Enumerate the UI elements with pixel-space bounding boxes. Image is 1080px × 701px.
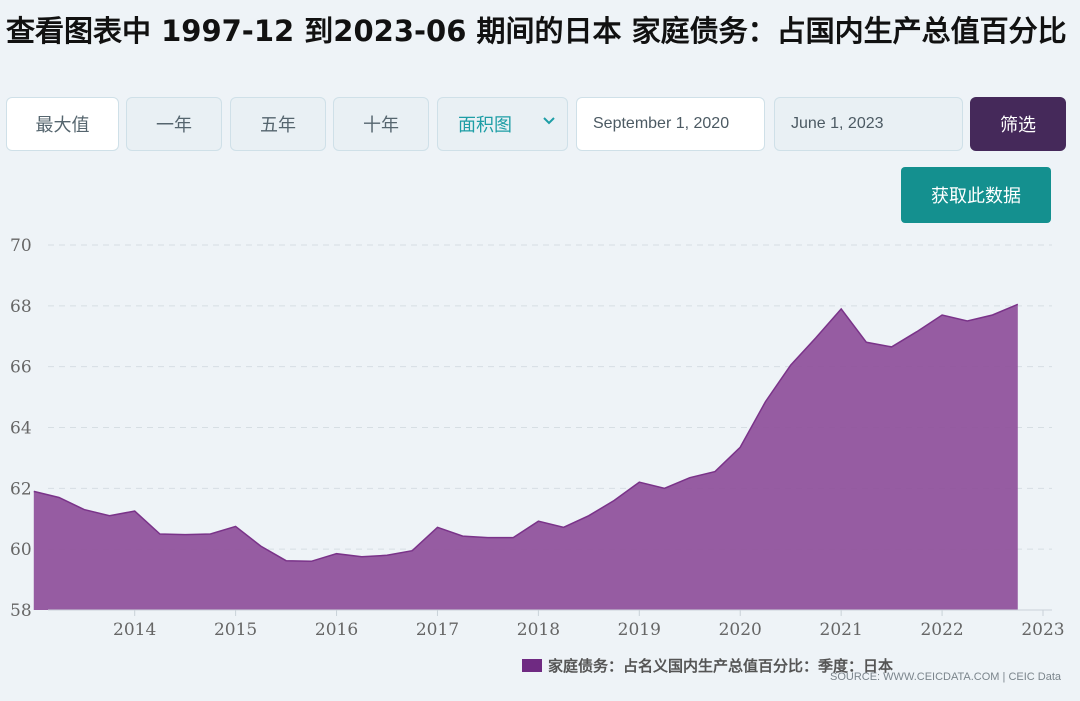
y-tick-label: 60 bbox=[10, 540, 32, 560]
y-tick-label: 70 bbox=[10, 236, 32, 256]
x-tick-label: 2017 bbox=[416, 620, 459, 640]
x-tick-label: 2018 bbox=[517, 620, 560, 640]
chart-type-select[interactable]: 面积图 bbox=[437, 97, 568, 151]
y-tick-label: 58 bbox=[10, 601, 32, 621]
range-max-button[interactable]: 最大值 bbox=[6, 97, 119, 151]
x-tick-label: 2020 bbox=[719, 620, 762, 640]
get-data-button[interactable]: 获取此数据 bbox=[901, 167, 1051, 223]
start-date-input[interactable]: September 1, 2020 bbox=[576, 97, 765, 151]
series-line bbox=[33, 303, 1019, 563]
x-tick-label: 2023 bbox=[1021, 620, 1064, 640]
legend-swatch bbox=[522, 659, 542, 672]
page-title: 查看图表中 1997-12 到2023-06 期间的日本 家庭债务：占国内生产总… bbox=[6, 14, 1067, 48]
x-tick-label: 2015 bbox=[214, 620, 257, 640]
source-credit: SOURCE: WWW.CEICDATA.COM | CEIC Data bbox=[830, 671, 1062, 683]
chevron-down-icon bbox=[543, 117, 555, 125]
range-ten-year-button[interactable]: 十年 bbox=[333, 97, 429, 151]
range-one-year-button[interactable]: 一年 bbox=[126, 97, 222, 151]
x-tick-label: 2021 bbox=[820, 620, 863, 640]
y-tick-label: 66 bbox=[10, 358, 32, 378]
x-tick-label: 2016 bbox=[315, 620, 358, 640]
end-date-input[interactable]: June 1, 2023 bbox=[774, 97, 963, 151]
filter-button[interactable]: 筛选 bbox=[970, 97, 1066, 151]
range-five-year-button[interactable]: 五年 bbox=[230, 97, 326, 151]
chart-legend: 家庭债务：占名义国内生产总值百分比：季度：日本 bbox=[522, 655, 893, 676]
y-tick-label: 64 bbox=[10, 419, 32, 439]
series-area bbox=[33, 304, 1018, 610]
x-tick-label: 2019 bbox=[618, 620, 661, 640]
chart-type-selected-value: 面积图 bbox=[458, 115, 512, 136]
y-tick-label: 62 bbox=[10, 479, 32, 499]
y-tick-label: 68 bbox=[10, 297, 32, 317]
legend-label: 家庭债务：占名义国内生产总值百分比：季度：日本 bbox=[548, 657, 894, 675]
x-tick-label: 2022 bbox=[920, 620, 963, 640]
x-tick-label: 2014 bbox=[113, 620, 156, 640]
